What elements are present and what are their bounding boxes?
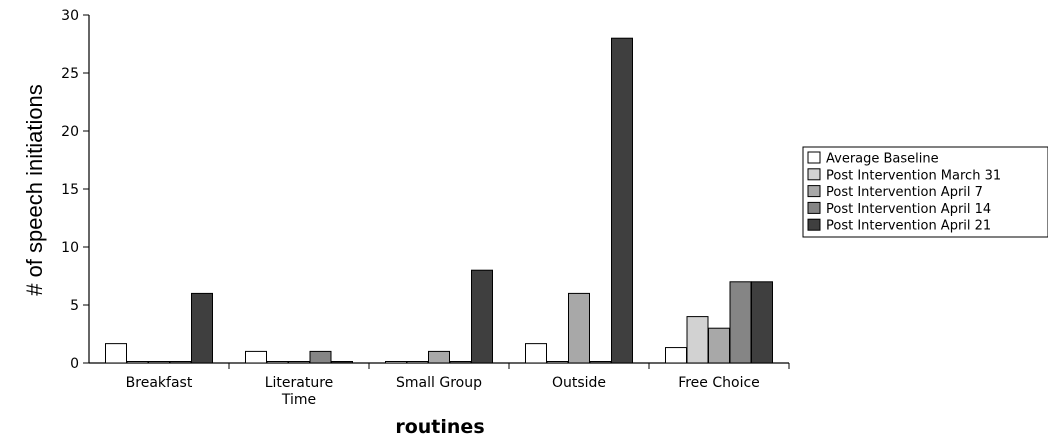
bar — [148, 361, 170, 364]
legend-entry: Post Intervention March 31 — [826, 168, 1001, 183]
legend-box — [802, 146, 1048, 238]
x-category-label: Breakfast — [126, 375, 193, 391]
bar — [471, 269, 493, 364]
y-tick-label: 0 — [70, 356, 79, 372]
x-axis-label: routines — [395, 416, 484, 435]
bar — [665, 347, 687, 364]
bar — [686, 316, 709, 364]
bar — [105, 343, 127, 364]
legend-swatch — [807, 218, 821, 231]
bar — [406, 361, 429, 364]
legend-entry: Average Baseline — [826, 152, 939, 167]
y-tick-label: 10 — [61, 240, 79, 256]
x-category-label: Literature Time — [265, 375, 334, 408]
bar — [449, 361, 472, 364]
x-category-label: Small Group — [396, 375, 482, 391]
y-axis-label: # of speech initiations — [22, 84, 47, 296]
bar — [266, 361, 289, 364]
y-tick-label: 15 — [61, 182, 79, 198]
legend-swatch — [807, 201, 821, 214]
bar — [385, 361, 407, 364]
y-tick-label: 30 — [61, 8, 79, 24]
bar — [546, 361, 569, 364]
legend-swatch — [807, 185, 821, 198]
bar — [126, 361, 149, 364]
plot-area: 0 5 10 15 20 25 30 Breakfast Literature Time Small… — [61, 8, 790, 408]
legend-entry: Post Intervention April 14 — [826, 202, 991, 217]
bar — [309, 350, 332, 364]
y-tick-label: 5 — [70, 298, 79, 314]
bar — [191, 292, 213, 364]
y-tick-label: 25 — [61, 66, 79, 82]
legend-swatch — [807, 168, 821, 181]
bar — [288, 361, 310, 364]
bar — [751, 281, 773, 364]
bar — [169, 361, 192, 364]
bar — [611, 37, 633, 364]
bar — [428, 350, 450, 364]
bar — [589, 361, 612, 364]
bar — [331, 361, 353, 364]
bar — [729, 281, 752, 364]
bar — [525, 343, 547, 364]
x-category-label: Free Choice — [678, 375, 760, 391]
legend-entry: Post Intervention April 21 — [826, 219, 991, 234]
bar — [708, 327, 730, 364]
legend-swatch — [807, 151, 821, 164]
bar — [568, 292, 590, 364]
x-category-label: Outside — [552, 375, 606, 391]
y-tick-label: 20 — [61, 124, 79, 140]
bar — [245, 350, 267, 364]
legend-entry: Post Intervention April 7 — [826, 185, 983, 200]
